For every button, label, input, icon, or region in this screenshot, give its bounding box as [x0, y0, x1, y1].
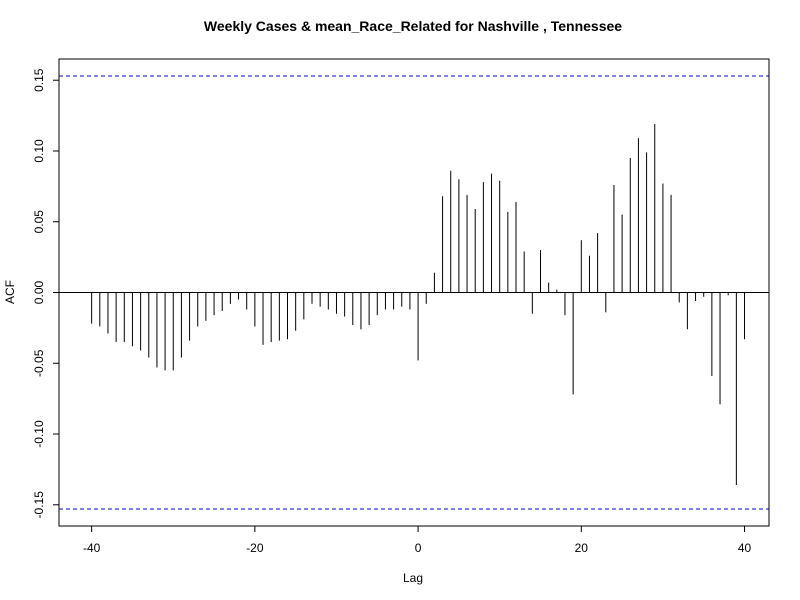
x-axis: -40 -20 0 20 40: [83, 526, 752, 555]
y-axis-label: ACF: [3, 280, 17, 304]
x-tick-label: 40: [738, 541, 752, 555]
x-tick-label: -40: [83, 541, 101, 555]
x-axis-label: Lag: [403, 571, 423, 585]
x-tick-label: 0: [415, 541, 422, 555]
y-tick-label: 0.15: [32, 68, 46, 92]
y-tick-label: -0.15: [32, 491, 46, 519]
x-tick-label: 20: [575, 541, 589, 555]
y-tick-label: 0.05: [32, 210, 46, 234]
x-tick-label: -20: [246, 541, 264, 555]
y-tick-label: -0.05: [32, 349, 46, 377]
chart-title: Weekly Cases & mean_Race_Related for Nas…: [204, 18, 622, 34]
y-tick-label: 0.00: [32, 280, 46, 304]
y-tick-label: -0.10: [32, 420, 46, 448]
confidence-bands: [59, 75, 769, 510]
y-axis: -0.15 -0.10 -0.05 0.00 0.05 0.10 0.15: [32, 68, 59, 518]
acf-bars: [91, 124, 746, 485]
y-tick-label: 0.10: [32, 139, 46, 163]
